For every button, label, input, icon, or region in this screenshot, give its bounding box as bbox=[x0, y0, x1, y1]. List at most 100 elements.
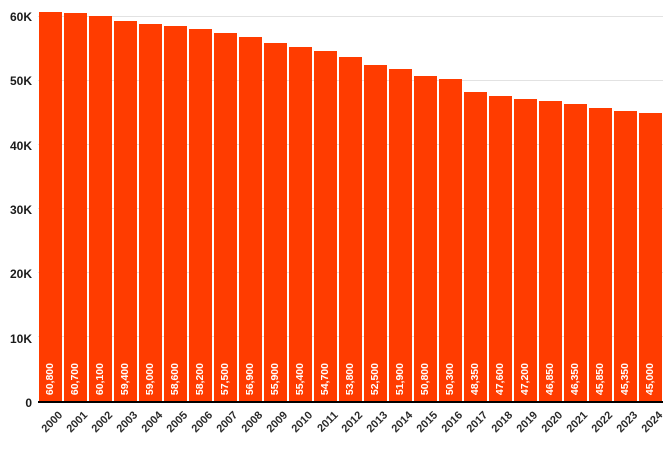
bar[interactable]: 54,700 bbox=[314, 51, 337, 401]
x-axis: 2000 2001 2002 2003 2004 2005 2006 2007 2008 2009… bbox=[38, 405, 666, 455]
bar-value-label: 55,400 bbox=[294, 362, 307, 395]
bar-value-label: 45,000 bbox=[644, 362, 657, 395]
x-tick-label: 2024 bbox=[639, 409, 666, 436]
bar[interactable]: 58,600 bbox=[164, 26, 187, 401]
x-tick-label: 2022 bbox=[589, 409, 616, 436]
bar-value-label: 60,800 bbox=[44, 362, 57, 395]
bar[interactable]: 52,500 bbox=[364, 65, 387, 401]
bar[interactable]: 56,900 bbox=[239, 36, 262, 401]
bar-slot: 45,000 bbox=[638, 12, 663, 401]
bar[interactable]: 60,700 bbox=[64, 12, 87, 401]
x-slot: 2000 bbox=[38, 405, 66, 455]
x-slot: 2008 bbox=[238, 405, 265, 455]
x-tick-label: 2013 bbox=[364, 409, 391, 436]
bar[interactable]: 50,800 bbox=[414, 75, 437, 401]
x-slot: 2011 bbox=[313, 405, 340, 455]
bar[interactable]: 50,300 bbox=[439, 79, 462, 401]
bar-slot: 48,350 bbox=[463, 12, 488, 401]
x-tick-label: 2010 bbox=[289, 409, 316, 436]
bar[interactable]: 53,800 bbox=[339, 56, 362, 401]
bar-slot: 60,700 bbox=[63, 12, 88, 401]
bar[interactable]: 47,200 bbox=[514, 99, 537, 401]
bar-slot: 58,200 bbox=[188, 12, 213, 401]
bar-slot: 45,850 bbox=[588, 12, 613, 401]
bar-slot: 47,200 bbox=[513, 12, 538, 401]
x-slot: 2014 bbox=[388, 405, 415, 455]
bar-value-label: 46,350 bbox=[569, 362, 582, 395]
bar-value-label: 46,850 bbox=[544, 362, 557, 395]
bar[interactable]: 55,900 bbox=[264, 43, 287, 401]
x-slot: 2020 bbox=[538, 405, 566, 455]
bar-slot: 58,600 bbox=[163, 12, 188, 401]
x-tick-label: 2006 bbox=[189, 409, 216, 436]
x-tick-label: 2001 bbox=[64, 409, 91, 436]
bar[interactable]: 60,100 bbox=[89, 16, 112, 401]
x-tick-label: 2016 bbox=[439, 409, 466, 436]
x-slot: 2010 bbox=[288, 405, 316, 455]
bar-value-label: 60,700 bbox=[69, 362, 82, 395]
bar-value-label: 50,300 bbox=[444, 362, 457, 395]
bar-value-label: 47,600 bbox=[494, 362, 507, 395]
bar-slot: 59,400 bbox=[113, 12, 138, 401]
bar[interactable]: 46,850 bbox=[539, 101, 562, 401]
bar[interactable]: 46,350 bbox=[564, 104, 587, 401]
x-slot: 2019 bbox=[513, 405, 541, 455]
bar[interactable]: 57,500 bbox=[214, 33, 237, 401]
bar[interactable]: 60,800 bbox=[39, 12, 62, 401]
x-slot: 2007 bbox=[213, 405, 240, 455]
bar-value-label: 58,600 bbox=[169, 362, 182, 395]
bar-slot: 46,350 bbox=[563, 12, 588, 401]
bars-container: 60,800 60,700 60,100 59,400 59,000 58,600 58,2… bbox=[38, 12, 663, 401]
bar-slot: 46,850 bbox=[538, 12, 563, 401]
x-slot: 2009 bbox=[263, 405, 290, 455]
x-tick-label: 2003 bbox=[114, 409, 141, 436]
bar-value-label: 59,400 bbox=[119, 362, 132, 395]
bar[interactable]: 51,900 bbox=[389, 68, 412, 401]
x-slot: 2006 bbox=[188, 405, 216, 455]
x-tick-label: 2012 bbox=[339, 409, 366, 436]
bar-slot: 50,800 bbox=[413, 12, 438, 401]
bar-value-label: 52,500 bbox=[369, 362, 382, 395]
bar-slot: 47,600 bbox=[488, 12, 513, 401]
x-tick-label: 2000 bbox=[39, 409, 66, 436]
x-slot: 2005 bbox=[163, 405, 190, 455]
bar-value-label: 47,200 bbox=[519, 362, 532, 395]
bar-slot: 53,800 bbox=[338, 12, 363, 401]
bar-slot: 50,300 bbox=[438, 12, 463, 401]
bar[interactable]: 45,000 bbox=[639, 113, 662, 401]
x-tick-label: 2018 bbox=[489, 409, 516, 436]
bar-slot: 55,400 bbox=[288, 12, 313, 401]
bar[interactable]: 48,350 bbox=[464, 91, 487, 401]
x-tick-label: 2019 bbox=[514, 409, 541, 436]
bar-slot: 54,700 bbox=[313, 12, 338, 401]
x-slot: 2021 bbox=[563, 405, 590, 455]
x-slot: 2015 bbox=[413, 405, 440, 455]
x-slot: 2017 bbox=[463, 405, 491, 455]
bar[interactable]: 45,850 bbox=[589, 107, 612, 401]
bar-value-label: 55,900 bbox=[269, 362, 282, 395]
y-tick-label: 20K bbox=[9, 267, 32, 282]
x-slot: 2022 bbox=[588, 405, 616, 455]
x-tick-label: 2017 bbox=[464, 409, 491, 436]
bar[interactable]: 47,600 bbox=[489, 96, 512, 401]
bar-value-label: 59,000 bbox=[144, 362, 157, 395]
gridline bbox=[38, 16, 663, 18]
bar[interactable]: 45,350 bbox=[614, 110, 637, 401]
x-tick-label: 2020 bbox=[539, 409, 566, 436]
x-tick-label: 2004 bbox=[139, 409, 166, 436]
x-slot: 2018 bbox=[488, 405, 516, 455]
bar-value-label: 50,800 bbox=[419, 362, 432, 395]
bar-value-label: 48,350 bbox=[469, 362, 482, 395]
x-tick-label: 2023 bbox=[614, 409, 641, 436]
x-slot: 2001 bbox=[63, 405, 91, 455]
bar-slot: 59,000 bbox=[138, 12, 163, 401]
bar-slot: 56,900 bbox=[238, 12, 263, 401]
bar-slot: 55,900 bbox=[263, 12, 288, 401]
bar[interactable]: 55,400 bbox=[289, 46, 312, 401]
x-slot: 2016 bbox=[438, 405, 466, 455]
x-slot: 2012 bbox=[338, 405, 366, 455]
bar[interactable]: 59,000 bbox=[139, 23, 162, 401]
bar[interactable]: 58,200 bbox=[189, 28, 212, 401]
bar[interactable]: 59,400 bbox=[114, 20, 137, 401]
bar-value-label: 58,200 bbox=[194, 362, 207, 395]
